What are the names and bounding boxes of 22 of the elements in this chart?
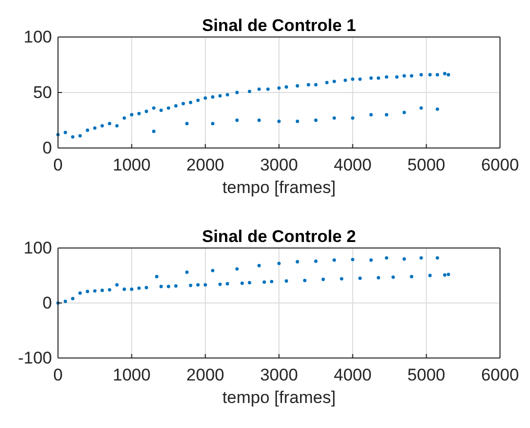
x-tick-label: 5000 xyxy=(407,366,446,385)
x-axis-title: tempo [frames] xyxy=(222,388,336,407)
y-tick-label: 100 xyxy=(24,238,52,258)
x-tick-label: 1000 xyxy=(112,366,151,385)
y-tick-label: 50 xyxy=(33,82,52,102)
x-tick-label: 3000 xyxy=(260,156,298,175)
x-tick-label: 3000 xyxy=(260,366,298,385)
x-tick-label: 1000 xyxy=(112,156,151,175)
x-tick-label: 6000 xyxy=(481,156,519,175)
y-tick-label: 100 xyxy=(24,27,52,46)
x-axis-title: tempo [frames] xyxy=(222,178,336,197)
chart-title: Sinal de Controle 1 xyxy=(202,16,356,35)
x-tick-label: 5000 xyxy=(407,156,446,175)
x-tick-label: 4000 xyxy=(334,366,372,385)
x-tick-label: 2000 xyxy=(186,156,224,175)
y-tick-label: 0 xyxy=(42,138,52,158)
x-tick-label: 4000 xyxy=(334,156,372,175)
y-tick-label: -100 xyxy=(18,348,52,368)
x-tick-label: 6000 xyxy=(481,366,519,385)
chart-title: Sinal de Controle 2 xyxy=(202,227,356,246)
x-tick-label: 2000 xyxy=(186,366,224,385)
y-tick-label: 0 xyxy=(42,293,52,312)
